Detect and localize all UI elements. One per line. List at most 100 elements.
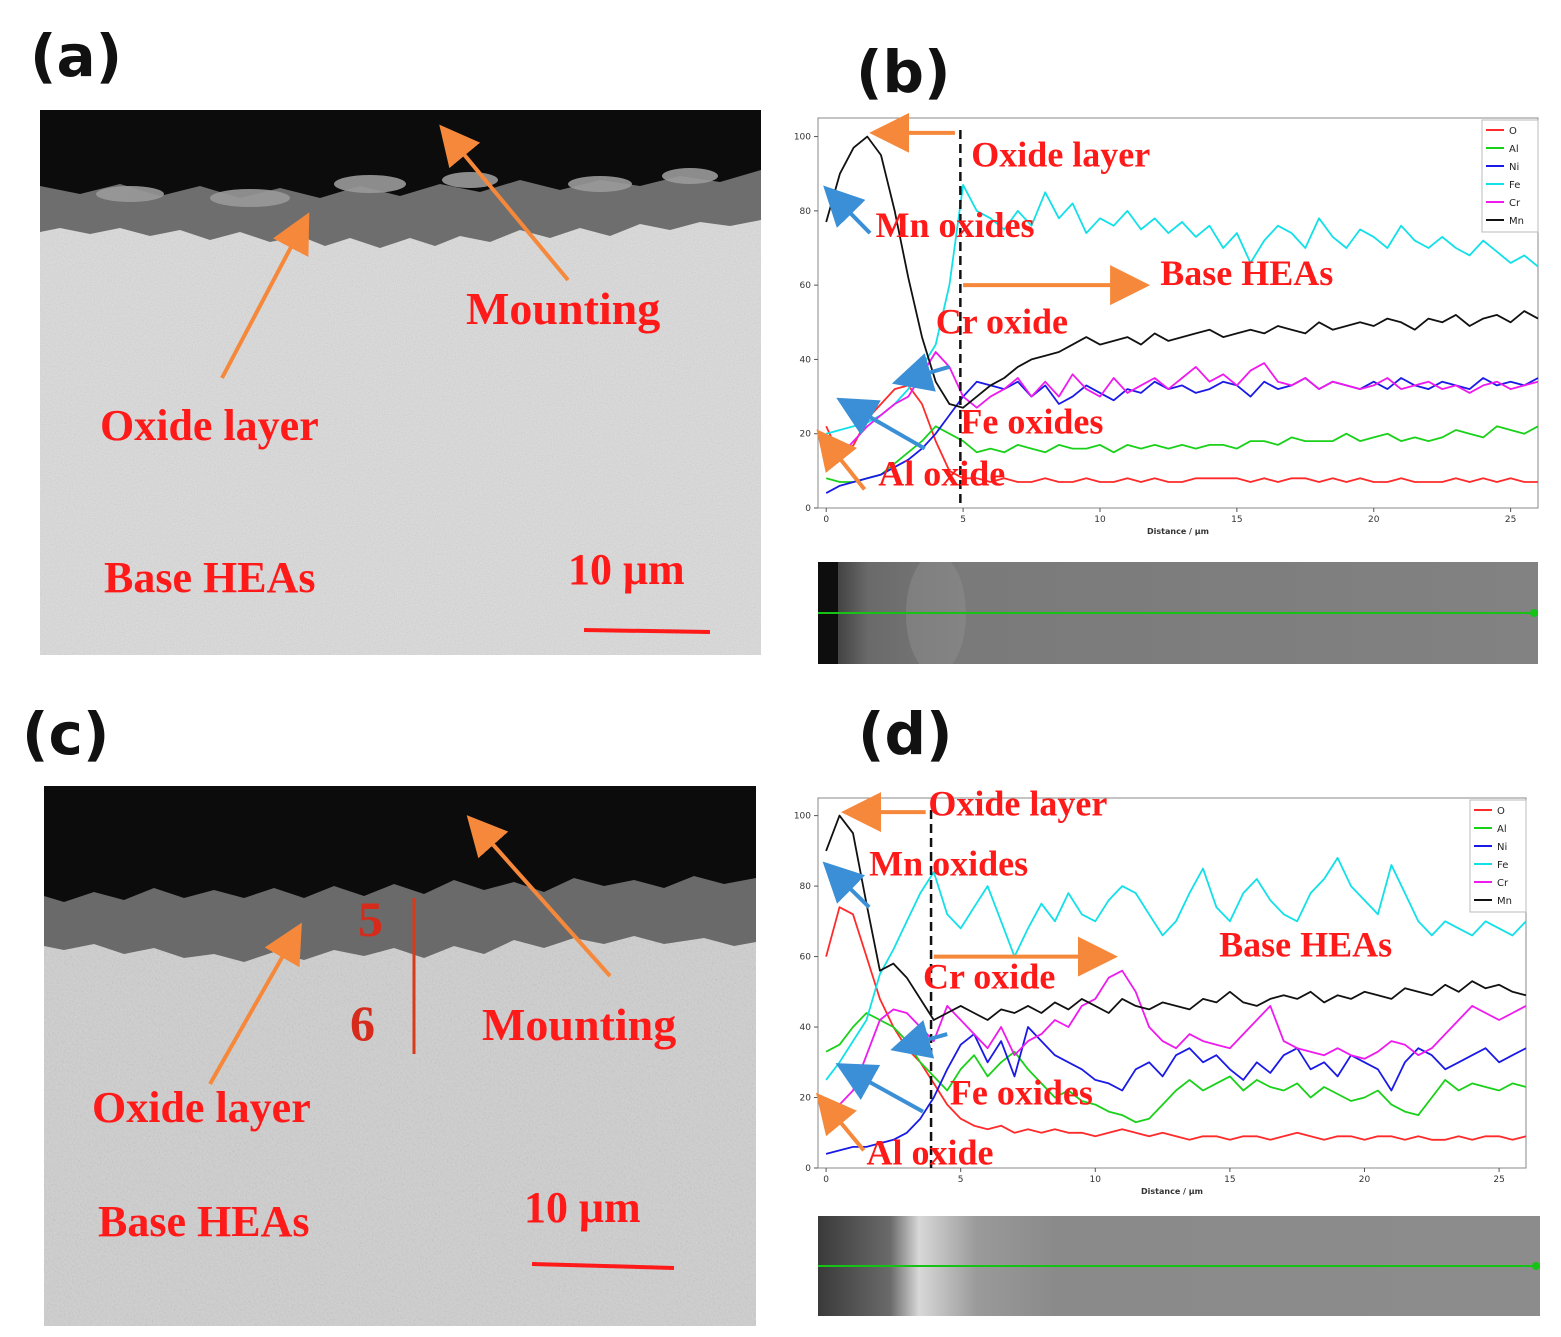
chart1-legend-label-Cr: Cr [1497,878,1509,889]
chart0-ytick-label: 20 [800,430,812,440]
chart0-series-O [825,384,1538,483]
label-a-base: Base HEAs [104,553,316,602]
arrow-a-oxide [220,212,310,379]
chart1-annotation-5: Al oxide [866,1132,993,1172]
chart0-ytick-label: 0 [805,504,811,514]
chart0-annotation-0: Oxide layer [971,134,1150,174]
chart0-legend-box [1481,119,1539,233]
chart0-annotation-2: Base HEAs [1160,253,1333,293]
chart0-xtick-label: 5 [960,515,966,525]
chart1-annotation-0: Oxide layer [928,790,1107,824]
chart1-xtick-label: 15 [1224,1175,1235,1185]
line-scan-strip-d-drawing [818,1216,1540,1316]
chart0-ytick-label: 40 [800,355,812,365]
label-c-oxide-layer: Oxide layer [92,1083,311,1132]
chart0-arrow-al-oxide [816,429,867,491]
line-chart-b: 0 20 40 60 80 100 0 5 10 15 20 25 Distance / μm O Al Ni… [794,112,1539,536]
chart1-series-Fe [825,857,1527,1081]
label-c-point6: 6 [350,995,375,1051]
chart1-xtick-label: 5 [958,1175,964,1185]
chart1-annotation-3: Cr oxide [923,956,1055,996]
chart1-series-Cr [825,969,1527,1116]
chart1-annotation-1: Mn oxides [869,844,1028,884]
chart1-xtick-label: 20 [1359,1175,1371,1185]
label-c-base: Base HEAs [98,1197,310,1246]
chart1-ytick-label: 80 [800,882,812,892]
label-a-oxide-layer: Oxide layer [100,401,319,450]
scalebar-c [531,1262,675,1270]
line-chart-d: 0 20 40 60 80 100 0 5 10 15 20 25 Distance / μm O Al Ni… [794,790,1527,1196]
chart0-ytick-label: 60 [800,281,812,291]
arrow-c-mounting [466,815,612,978]
chart0-ytick-label: 100 [794,133,811,143]
chart0-series-Ni [825,377,1539,494]
chart1-legend-label-Fe: Fe [1497,860,1508,871]
chart0-legend-label-Cr: Cr [1509,198,1521,209]
chart0-annotation-4: Fe oxides [960,402,1103,442]
chart0-xtick-label: 20 [1368,515,1380,525]
scalebar-a [583,628,711,634]
sem-image-a [40,110,761,655]
chart1-xlabel: Distance / μm [1141,1187,1203,1196]
sem-image-c [44,786,756,1326]
chart1-series-Ni [825,1026,1527,1155]
label-a-mounting: Mounting [466,283,661,334]
chart1-xtick-label: 0 [823,1175,829,1185]
panel-label-a: (a) [30,22,123,90]
chart1-ytick-label: 40 [800,1023,812,1033]
chart1-legend-label-Mn: Mn [1497,896,1512,907]
panel-c-arrows [208,815,675,1270]
chart1-ytick-label: 100 [794,812,811,822]
line-scan-strip-b [818,554,1538,674]
panel-label-c: (c) [22,700,110,768]
chart0-legend-label-Ni: Ni [1509,162,1519,173]
panel-label-d: (d) [858,700,953,768]
chart0-arrow-cr-oxide [891,353,950,392]
chart1-ytick-label: 20 [800,1094,812,1104]
chart1-series-Mn [825,814,1527,1021]
chart0-series-Al [825,425,1539,483]
chart0-xtick-label: 25 [1505,515,1516,525]
chart0-series-Fe [825,184,1539,435]
chart0-legend-label-O: O [1509,126,1517,137]
chart1-ytick-label: 60 [800,953,812,963]
chart0-legend-label-Fe: Fe [1509,180,1520,191]
label-c-mounting: Mounting [482,999,677,1050]
chart0-annotation-5: Al oxide [878,454,1005,494]
chart1-arrow-al-oxide [816,1092,866,1152]
chart0-annotation-3: Cr oxide [936,301,1068,341]
chart0-xtick-label: 0 [823,515,829,525]
chart0-arrow-mn-oxides [823,185,872,235]
arrow-c-oxide [208,922,302,1085]
line-scan-strip-b-drawing [818,554,1538,674]
panel-label-b: (b) [856,38,951,106]
arrow-a-mounting [439,124,570,282]
chart1-series-O [825,906,1527,1141]
chart1-legend-label-Al: Al [1497,824,1507,835]
label-c-point5: 5 [358,891,383,947]
chart0-plot-frame [817,117,1539,509]
chart1-annotation-2: Base HEAs [1219,925,1392,965]
chart1-annotation-4: Fe oxides [950,1073,1093,1113]
label-c-scale: 10 μm [524,1183,641,1232]
panel-a-arrows [220,124,711,634]
chart1-plot-frame [817,797,1527,1169]
chart0-series-Cr [825,351,1539,465]
chart0-arrow-fe-oxides [836,397,926,451]
chart1-legend-label-Ni: Ni [1497,842,1507,853]
sem-image-a-drawing [40,110,761,655]
chart0-ytick-label: 80 [800,207,812,217]
chart1-xtick-label: 25 [1493,1175,1504,1185]
chart0-legend-label-Al: Al [1509,144,1519,155]
chart1-xtick-label: 10 [1090,1175,1102,1185]
sem-image-c-drawing [44,786,756,1326]
chart1-legend-label-O: O [1497,806,1505,817]
chart0-xtick-label: 15 [1231,515,1242,525]
line-scan-strip-d [818,1216,1540,1316]
chart1-legend-box [1469,799,1527,913]
chart1-arrow-mn-oxides [822,861,871,909]
chart0-xtick-label: 10 [1094,515,1106,525]
chart0-legend-label-Mn: Mn [1509,216,1524,227]
chart1-arrow-cr-oxide [890,1020,948,1059]
label-a-scale: 10 μm [568,545,685,594]
